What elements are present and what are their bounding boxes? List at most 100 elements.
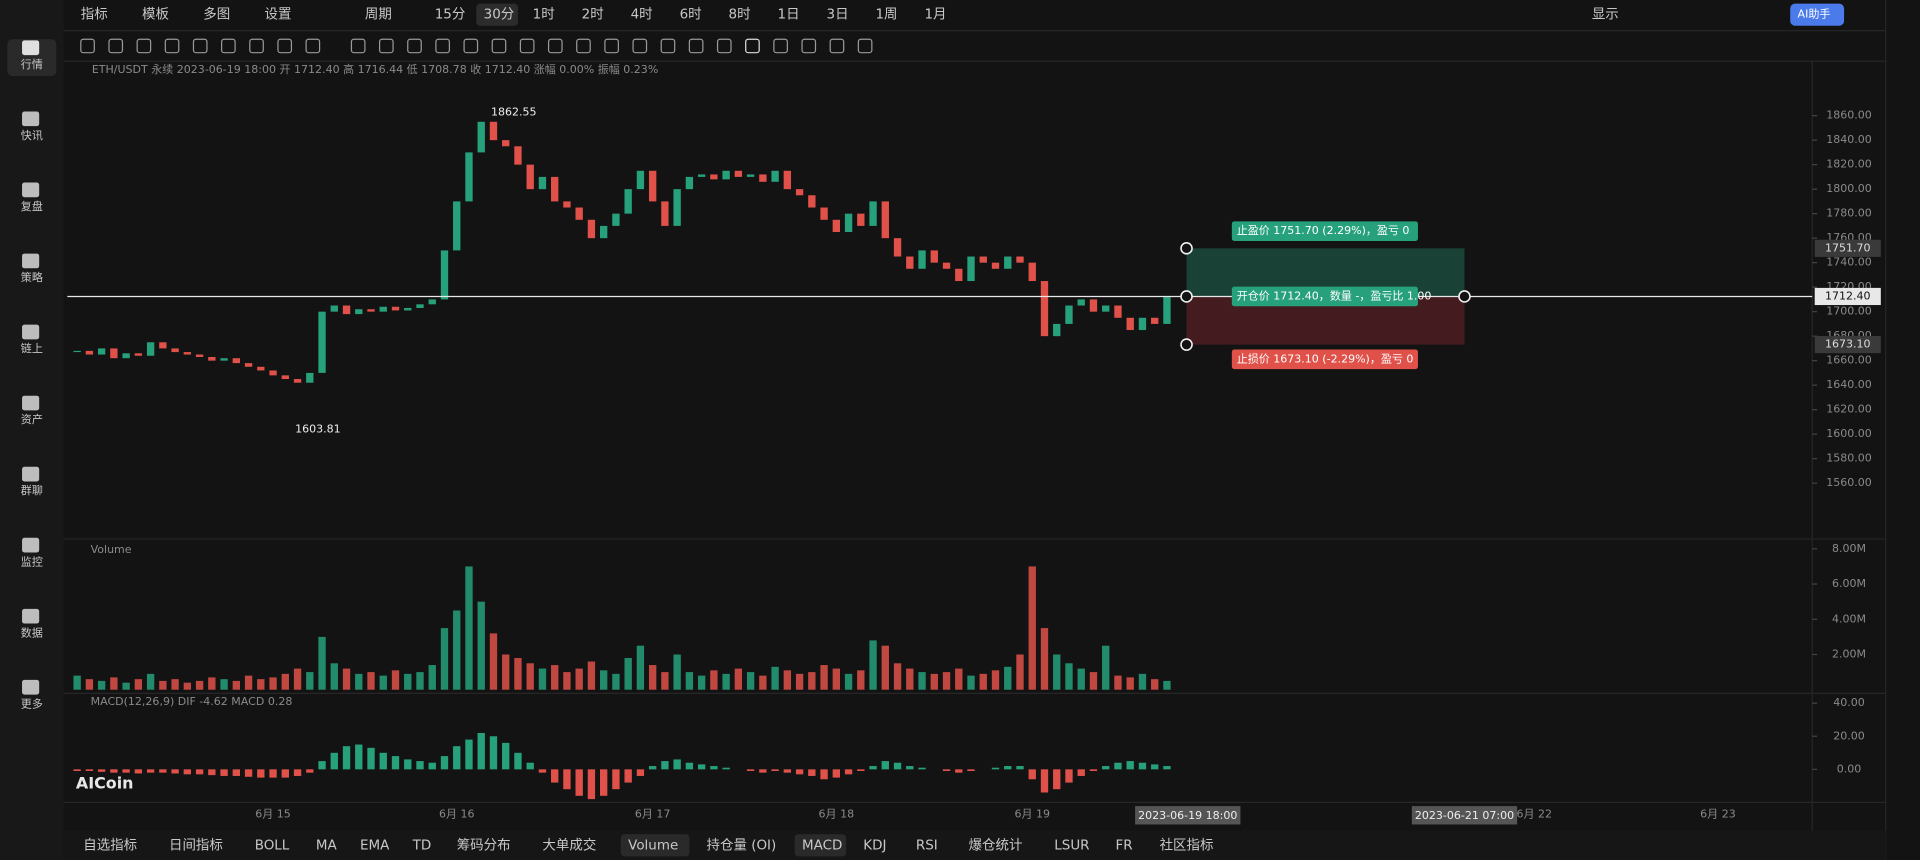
bottom-tab[interactable]: MACD (802, 837, 842, 853)
toolbar-button[interactable]: 多图 (203, 6, 230, 23)
tool-icon[interactable] (80, 38, 95, 54)
sidebar-icon[interactable] (22, 111, 40, 127)
bottom-tab[interactable]: RSI (916, 837, 938, 853)
sidebar-label[interactable]: 链上 (21, 341, 43, 355)
tool-icon[interactable] (801, 38, 817, 54)
bottom-tab[interactable]: KDJ (863, 837, 886, 853)
period-button[interactable]: 15分 (435, 7, 466, 23)
toolbar-button[interactable]: 指标 (81, 7, 108, 23)
tool-icon[interactable] (519, 38, 535, 54)
bottom-tab[interactable]: 筹码分布 (457, 836, 511, 853)
period-button[interactable]: 8时 (729, 7, 751, 23)
bottom-tab[interactable]: EMA (360, 837, 390, 853)
period-button[interactable]: 1月 (924, 7, 946, 23)
volume-bar (477, 601, 485, 690)
tool-icon[interactable] (829, 38, 845, 54)
macd-bar (624, 769, 632, 783)
macd-bar (967, 769, 975, 771)
sidebar-label[interactable]: 群聊 (21, 483, 43, 497)
sidebar-label[interactable]: 监控 (21, 554, 43, 568)
volume-bar (1151, 679, 1159, 690)
tool-icon[interactable] (632, 38, 648, 54)
tool-icon[interactable] (136, 38, 152, 54)
price-tick-label: 1560.00 (1826, 476, 1872, 489)
tool-icon[interactable] (491, 38, 507, 54)
sidebar-icon[interactable] (22, 182, 40, 198)
period-button[interactable]: 30分 (484, 7, 515, 23)
bottom-tab[interactable]: 社区指标 (1160, 837, 1214, 853)
toolbar-button[interactable]: 周期 (365, 7, 392, 23)
handle[interactable] (1180, 242, 1193, 255)
tool-icon[interactable] (277, 38, 293, 54)
candle (734, 170, 743, 177)
bottom-tab[interactable]: 日间指标 (169, 837, 223, 853)
tool-icon[interactable] (305, 38, 321, 54)
tool-icon[interactable] (407, 38, 422, 54)
candle (1126, 317, 1134, 331)
tool-icon[interactable] (463, 38, 479, 54)
tool-icon[interactable] (108, 38, 124, 54)
ai-button[interactable] (1790, 3, 1845, 26)
macd-bar (991, 767, 1000, 770)
sidebar-label[interactable]: 快讯 (21, 129, 43, 142)
tool-icon[interactable] (221, 38, 236, 54)
period-button[interactable]: 3日 (827, 7, 849, 23)
sidebar-label[interactable]: 更多 (21, 696, 43, 710)
handle[interactable] (1458, 290, 1471, 303)
period-button[interactable]: 1日 (778, 7, 800, 23)
ai-button-label[interactable]: AI助手 (1798, 7, 1831, 21)
period-button[interactable]: 4时 (631, 7, 653, 23)
period-button[interactable]: 6时 (680, 7, 702, 23)
tool-icon[interactable] (547, 38, 563, 54)
sidebar-icon[interactable] (22, 253, 40, 269)
tool-icon[interactable] (716, 38, 732, 54)
tool-icon[interactable] (435, 38, 450, 54)
macd-bar (575, 769, 583, 796)
tool-icon[interactable] (857, 38, 873, 54)
tool-icon[interactable] (164, 38, 180, 54)
handle[interactable] (1180, 290, 1193, 303)
sidebar-label[interactable]: 复盘 (21, 199, 43, 213)
tool-icon[interactable] (688, 38, 704, 54)
toolbar-button[interactable]: 设置 (264, 7, 291, 23)
sidebar-label[interactable]: 行情 (21, 58, 43, 71)
bottom-tab[interactable]: BOLL (255, 837, 290, 853)
sidebar-label[interactable]: 策略 (21, 270, 43, 284)
toolbar-button[interactable]: 显示 (1592, 7, 1619, 23)
sidebar-icon[interactable] (22, 466, 40, 482)
sidebar-icon[interactable] (22, 40, 40, 56)
bottom-tab[interactable]: 大单成交 (542, 836, 596, 853)
handle[interactable] (1180, 338, 1193, 351)
sidebar-label[interactable]: 数据 (21, 625, 43, 639)
bottom-tab[interactable]: TD (412, 837, 432, 853)
period-button[interactable]: 1周 (876, 7, 898, 23)
tool-icon[interactable] (249, 38, 264, 54)
macd-bar (514, 752, 522, 770)
volume-bar (1102, 645, 1110, 690)
tool-icon[interactable] (773, 38, 788, 54)
tool-icon[interactable] (604, 38, 619, 54)
bottom-tab[interactable]: 持仓量 (OI) (707, 837, 777, 853)
sidebar-icon[interactable] (22, 608, 40, 624)
tool-icon[interactable] (378, 38, 394, 54)
tool-icon[interactable] (745, 38, 760, 54)
bottom-tab[interactable]: FR (1116, 837, 1133, 853)
period-button[interactable]: 1时 (533, 7, 555, 23)
toolbar-button[interactable]: 模板 (142, 7, 169, 23)
sidebar-icon[interactable] (22, 395, 40, 411)
tool-icon[interactable] (660, 38, 676, 54)
tool-icon[interactable] (576, 38, 591, 54)
bottom-tab[interactable]: 爆仓统计 (969, 837, 1023, 853)
tool-icon[interactable] (350, 38, 366, 54)
sidebar-label[interactable]: 资产 (21, 412, 43, 426)
bottom-tab[interactable]: 自选指标 (83, 837, 137, 853)
volume-bar (893, 663, 902, 690)
sidebar-icon[interactable] (22, 324, 40, 340)
bottom-tab[interactable]: LSUR (1054, 837, 1089, 853)
bottom-tab[interactable]: MA (316, 837, 338, 853)
tool-icon[interactable] (192, 38, 208, 54)
sidebar-icon[interactable] (22, 679, 40, 695)
period-button[interactable]: 2时 (582, 7, 604, 23)
bottom-tab[interactable]: Volume (628, 837, 678, 853)
sidebar-icon[interactable] (22, 537, 40, 553)
